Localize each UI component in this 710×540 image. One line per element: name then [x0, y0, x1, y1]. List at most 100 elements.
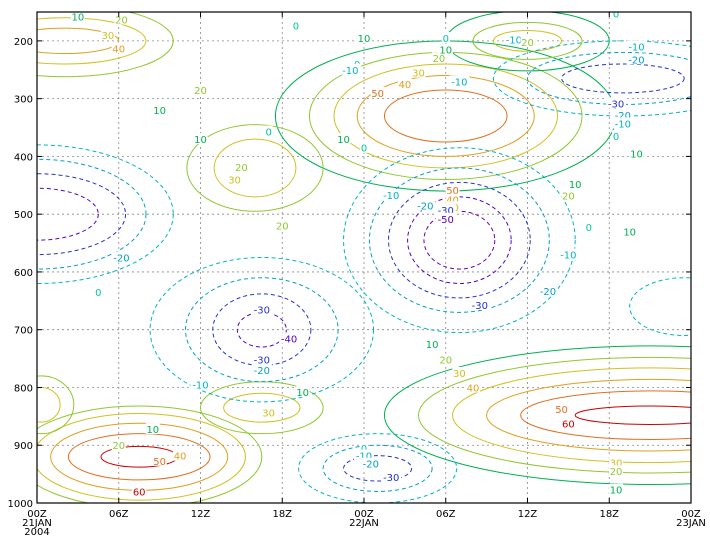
x-tick-label-7-line-0: 18Z — [599, 509, 619, 520]
contour-label-40: 20 — [521, 38, 534, 49]
contour-min-8-level-4 — [343, 147, 576, 334]
contour-max-2-level-2 — [333, 63, 558, 169]
y-tick-label-1: 300 — [14, 95, 33, 106]
contour-label-bg-61 — [132, 485, 147, 497]
contour-label-50: -30 — [254, 305, 270, 316]
contour-label-bg-34 — [622, 225, 637, 237]
contour-label-bg-3 — [111, 42, 126, 54]
contour-label-72: 0 — [361, 444, 367, 455]
x-tick-label-2-line-0: 12Z — [191, 509, 211, 520]
contour-label-bg-12 — [357, 31, 371, 43]
contour-label-57: 10 — [146, 425, 159, 436]
contour-max-7-level-1 — [37, 375, 75, 435]
contour-max-4-level-0 — [213, 138, 297, 198]
contour-label-48: -20 — [113, 254, 129, 265]
contour-min-11-level-0 — [343, 455, 413, 482]
contour-min-9-level-3 — [149, 257, 375, 403]
contour-max-3-level-1 — [37, 17, 147, 65]
x-tick-label-8-line-1: 23JAN — [676, 518, 706, 529]
contour-min-9-level-2 — [185, 277, 339, 383]
y-tick-label-5: 700 — [14, 326, 33, 337]
contour-label-bg-35 — [584, 220, 593, 232]
contour-label-18: 30 — [412, 69, 425, 80]
contour-min-12-level-1 — [527, 51, 691, 105]
contour-label-bg-74 — [360, 457, 381, 469]
contour-label-bg-43 — [606, 97, 627, 109]
contour-label-55: 10 — [296, 388, 309, 399]
x-tick-label-0-line-2: 2004 — [24, 527, 49, 538]
x-tick-label-5: 06Z — [436, 509, 456, 520]
contour-label-bg-21 — [441, 31, 450, 43]
contour-label-bg-17 — [397, 78, 412, 90]
contour-label-bg-28 — [415, 199, 436, 211]
contour-label-bg-4 — [193, 83, 208, 95]
contour-label-65: 30 — [453, 369, 466, 380]
contour-label-bg-62 — [128, 506, 142, 517]
contour-label-bg-76 — [367, 499, 388, 503]
contour-label-61: 60 — [133, 487, 146, 498]
contour-label-4: 20 — [194, 86, 207, 97]
contour-label-bg-31 — [469, 298, 490, 310]
contour-min-10-level-1 — [37, 173, 127, 256]
contour-label-bg-55 — [295, 386, 310, 398]
contour-label-27: -10 — [383, 191, 399, 202]
contour-max-6-level-1 — [472, 21, 583, 60]
x-tick-label-7: 18Z — [599, 509, 619, 520]
contour-label-3: 40 — [112, 44, 125, 55]
contour-label-bg-40 — [520, 36, 535, 48]
contour-label-64: 20 — [439, 356, 452, 367]
contour-min-8-level-3 — [368, 167, 550, 313]
contour-label-33: 20 — [562, 192, 575, 203]
contour-label-59: 50 — [153, 457, 166, 468]
contour-label-bg-0 — [70, 12, 85, 22]
contour-min-12-level-0 — [561, 63, 685, 94]
contour-label-8: 20 — [235, 163, 248, 174]
contour-label-24: 50 — [446, 186, 459, 197]
contour-max-3-level-2 — [37, 12, 174, 78]
contour-label-7: 0 — [265, 128, 271, 139]
contour-label-bg-24 — [445, 183, 460, 195]
contour-label-bg-49 — [94, 286, 103, 298]
contour-label-bg-33 — [561, 189, 576, 201]
contour-label-34: 10 — [623, 228, 636, 239]
contour-max-4-level-1 — [186, 124, 324, 212]
y-tick-label-2: 400 — [14, 152, 33, 163]
contour-label-70: 20 — [610, 467, 623, 478]
y-tick-label-3: 500 — [14, 210, 33, 221]
contour-label-bg-29 — [435, 204, 456, 216]
contour-label-bg-32 — [568, 178, 583, 190]
contour-label-22: 10 — [337, 135, 350, 146]
contour-label-47: 10 — [630, 150, 643, 161]
contour-label-17: 40 — [399, 80, 412, 91]
contour-label-bg-38 — [612, 12, 621, 19]
contour-label-31: -30 — [472, 301, 488, 312]
contour-label-21: 0 — [443, 34, 449, 45]
x-tick-label-0: 00Z 21JAN 2004 — [22, 509, 52, 538]
contour-label-5: 10 — [153, 106, 166, 117]
contour-label-35: 0 — [586, 223, 592, 234]
y-tick-label-7: 900 — [14, 441, 33, 452]
contour-label-67: 50 — [555, 405, 568, 416]
contour-label-bg-48 — [111, 251, 132, 263]
contour-label-bg-47 — [629, 147, 644, 159]
contour-label-bg-54 — [190, 378, 211, 390]
contour-label-63: 10 — [426, 340, 439, 351]
x-tick-label-3-line-0: 18Z — [272, 509, 292, 520]
contour-labels: 1020304020101002030200100-10-10504030201… — [70, 10, 647, 517]
contour-label-bg-11 — [291, 19, 300, 31]
contour-label-bg-46 — [612, 130, 621, 142]
contour-label-71: 10 — [610, 486, 623, 497]
contour-label-42: -20 — [628, 55, 644, 66]
contour-label-53: -20 — [254, 366, 270, 377]
contour-label-56: 30 — [262, 408, 275, 419]
contour-label-bg-2 — [100, 29, 115, 41]
contour-label-bg-69 — [609, 456, 624, 468]
x-tick-label-6: 12Z — [518, 509, 538, 520]
contour-label-0: 10 — [72, 13, 85, 24]
contour-label-12: 10 — [358, 34, 371, 45]
contour-min-10-level-2 — [37, 158, 147, 270]
contour-label-38: 0 — [613, 10, 619, 21]
contour-label-51: -40 — [281, 334, 297, 345]
x-tick-label-4-line-0: 00Z — [354, 509, 374, 520]
contour-label-54: -10 — [192, 381, 208, 392]
